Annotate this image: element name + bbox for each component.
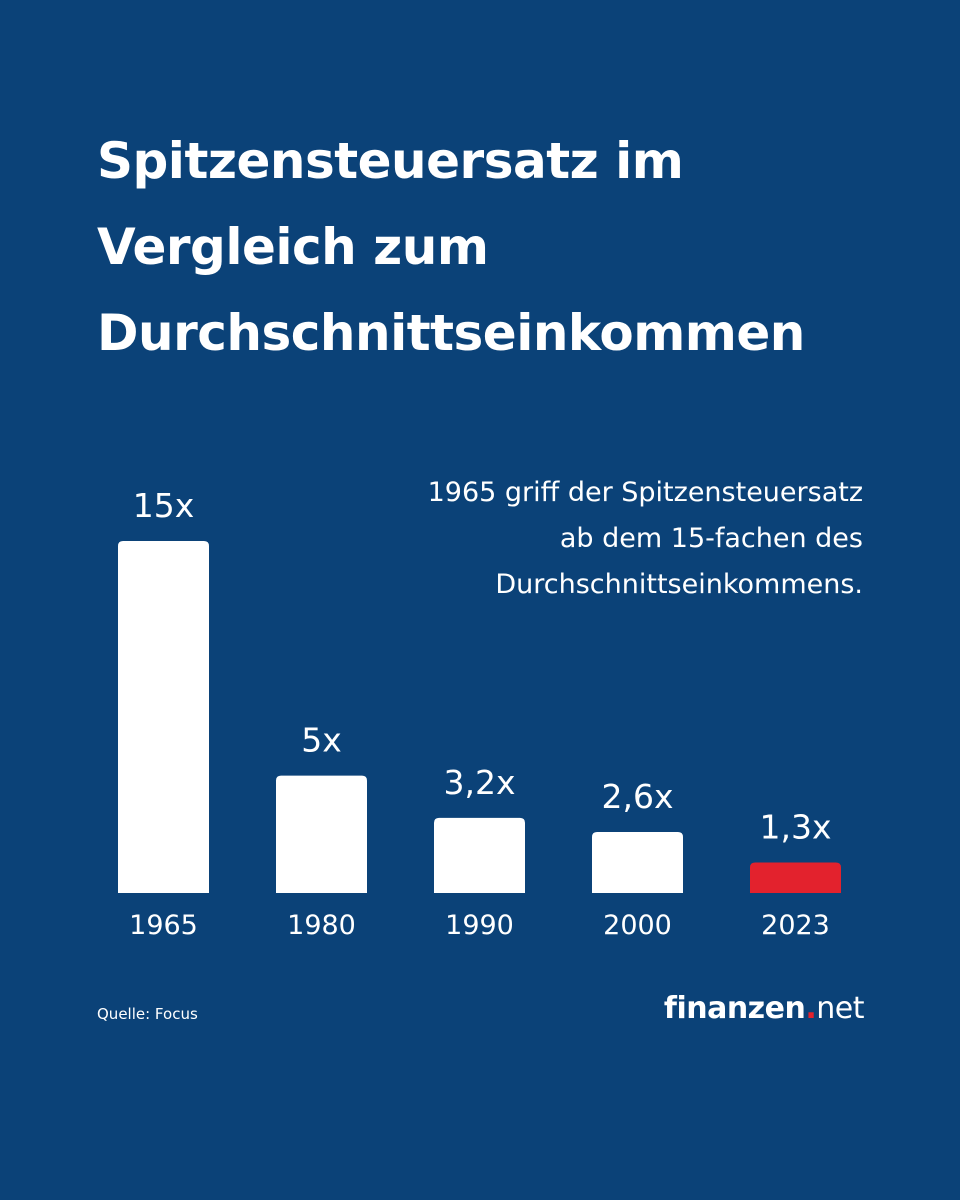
bar-2000 — [592, 831, 683, 893]
value-label-1980: 5x — [301, 721, 342, 760]
chart-title: Spitzensteuersatz im Vergleich zum Durch… — [97, 118, 917, 376]
bar-1965 — [118, 541, 209, 893]
logo-brand: finanzen — [663, 991, 806, 1026]
value-label-1990: 3,2x — [443, 763, 515, 802]
chart-annotation: 1965 griff der Spitzensteuersatz ab dem … — [343, 470, 863, 608]
category-label-2023: 2023 — [761, 910, 830, 941]
source-note: Quelle: Focus — [97, 1005, 198, 1023]
annotation-line-2: ab dem 15-fachen des — [559, 523, 863, 554]
title-line-3: Durchschnittseinkommen — [97, 304, 805, 362]
annotation-line-3: Durchschnittseinkommens. — [495, 569, 863, 600]
category-label-2000: 2000 — [603, 910, 672, 941]
bar-2023 — [750, 862, 841, 893]
logo-dot: . — [805, 991, 817, 1026]
finanzen-net-logo: finanzen.net — [663, 991, 865, 1026]
title-line-2: Vergleich zum — [97, 218, 489, 276]
category-label-1980: 1980 — [287, 910, 356, 941]
category-label-1990: 1990 — [445, 910, 514, 941]
logo-tld: net — [816, 991, 864, 1026]
value-label-2023: 1,3x — [759, 807, 831, 846]
value-label-1965: 15x — [133, 486, 195, 525]
category-label-1965: 1965 — [129, 910, 198, 941]
annotation-line-1: 1965 griff der Spitzensteuersatz — [427, 477, 863, 508]
value-label-2000: 2,6x — [601, 777, 673, 816]
title-line-1: Spitzensteuersatz im — [97, 132, 684, 190]
bar-1990 — [434, 817, 525, 893]
bar-1980 — [276, 775, 367, 893]
